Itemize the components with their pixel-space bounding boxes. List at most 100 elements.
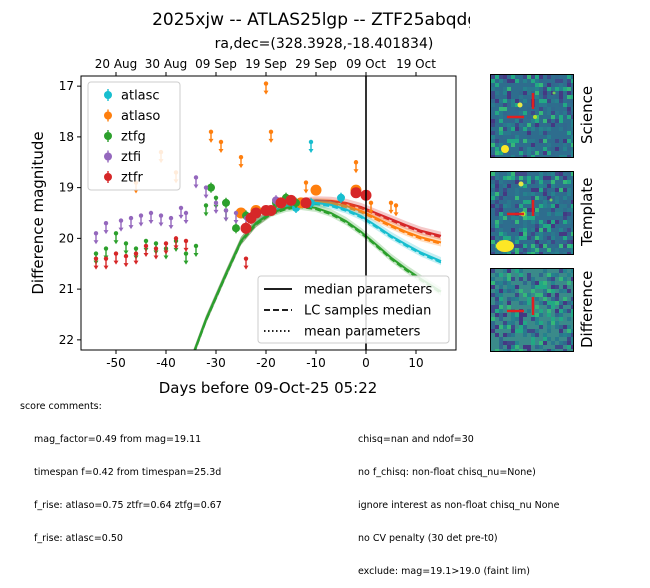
science-stamp-image (491, 75, 573, 157)
chart-subtitle: ra,dec=(328.3928,-18.401834) (215, 36, 434, 52)
band-legend: atlasc atlaso ztfg ztfi ztfr (87, 81, 181, 191)
upper-limit-atlaso (388, 200, 394, 214)
upper-limit-ztfi (203, 185, 209, 199)
legend-entry-atlasc: atlasc (104, 89, 160, 104)
upper-limit-atlaso (353, 160, 359, 174)
light-curve-chart: 2025xjw -- ATLAS25lgp -- ZTF25abqdgrb ra… (29, 10, 470, 397)
y-tick-label: 22 (59, 333, 74, 347)
legend-label-ztfg: ztfg (121, 130, 146, 145)
upper-limit-ztfi (178, 205, 184, 219)
y-tick-label: 21 (59, 282, 74, 296)
x-tick-label: -30 (206, 356, 226, 370)
upper-limit-ztfr (183, 238, 189, 252)
x-axis-ticks: -50 -40 -30 -20 -10 0 10 (106, 350, 424, 370)
top-tick-label: 29 Sep (295, 57, 337, 71)
science-stamp (490, 74, 574, 158)
top-tick-label: 19 Sep (245, 57, 287, 71)
top-tick-label: 09 Sep (195, 57, 237, 71)
top-tick-label: 30 Aug (145, 57, 188, 71)
x-tick-label: -50 (106, 356, 126, 370)
upper-limit-ztfi (103, 220, 109, 235)
y-tick-label: 19 (59, 181, 74, 195)
model-curves (193, 196, 442, 350)
upper-limit-ztfr (153, 246, 159, 260)
top-tick-label: 09 Oct (346, 57, 386, 71)
data-point-ztfr (285, 194, 297, 206)
score-comment-line: ignore interest as non-float chisq_nu No… (358, 500, 560, 511)
data-point-ztfr (300, 197, 312, 209)
score-comment-line: timespan f=0.42 from timespan=25.3d (34, 467, 222, 478)
difference-stamp-label: Difference (578, 270, 596, 348)
upper-limit-ztfg (183, 251, 189, 265)
score-comment-line: chisq=nan and ndof=30 (358, 434, 474, 445)
legend-label-ztfi: ztfi (121, 150, 141, 165)
data-point-atlasc (337, 192, 345, 203)
template-stamp-label: Template (578, 177, 596, 247)
upper-limit-ztfg (203, 203, 209, 217)
legend-label-ztfr: ztfr (121, 171, 143, 186)
upper-limit-ztfr (103, 256, 109, 270)
legend-label-atlasc: atlasc (121, 89, 160, 104)
upper-limit-ztfi (213, 200, 219, 214)
upper-limit-ztfr (93, 256, 99, 270)
upper-limit-ztfr (143, 243, 149, 257)
upper-limit-ztfi (193, 175, 199, 189)
data-point-ztfg (222, 197, 230, 208)
score-comment-line: f_rise: atlaso=0.75 ztfr=0.64 ztfg=0.67 (34, 500, 222, 511)
score-comment-line: no f_chisq: non-float chisq_nu=None) (358, 467, 536, 478)
score-comments-header: score comments: (20, 401, 102, 412)
fit-legend-label: LC samples median (304, 304, 431, 319)
chart-title: 2025xjw -- ATLAS25lgp -- ZTF25abqdgrb (152, 10, 470, 30)
score-comment-line: exclude: mag=19.1>19.0 (faint lim) (358, 566, 530, 577)
score-comment-line: no CV penalty (30 det pre-t0) (358, 533, 498, 544)
upper-limit-ztfi (93, 231, 99, 245)
legend-entry-ztfg: ztfg (104, 130, 146, 145)
upper-limit-ztfi (138, 213, 144, 227)
y-tick-label: 20 (59, 231, 74, 245)
score-comments-left: mag_factor=0.49 from mag=19.11 timespan … (34, 412, 222, 555)
top-tick-label: 19 Oct (396, 57, 436, 71)
score-comment-line: mag_factor=0.49 from mag=19.11 (34, 434, 202, 445)
upper-limit-ztfr (113, 251, 119, 265)
upper-limit-ztfr (163, 241, 169, 255)
data-point-ztfr (275, 197, 287, 209)
data-points (93, 81, 399, 270)
fit-legend-entry: LC samples median (264, 304, 431, 319)
upper-limit-ztfi (168, 215, 174, 230)
data-point-ztfg (207, 182, 215, 193)
x-tick-label: -10 (306, 356, 326, 370)
upper-limit-ztfr (243, 256, 249, 270)
x-tick-label: 10 (408, 356, 423, 370)
upper-limit-atlasc (308, 139, 314, 153)
data-point-ztfr (240, 222, 252, 235)
upper-limit-ztfi (233, 210, 239, 224)
upper-limit-ztfi (148, 210, 154, 224)
fit-legend-entry: median parameters (264, 283, 432, 298)
upper-limit-ztfi (183, 210, 189, 224)
score-comments-right: chisq=nan and ndof=30 no f_chisq: non-fl… (358, 412, 559, 588)
upper-limit-ztfg (113, 231, 119, 245)
science-stamp-label: Science (578, 85, 596, 145)
y-tick-label: 17 (59, 79, 74, 93)
y-axis-ticks: 17 18 19 20 21 22 (59, 79, 81, 347)
upper-limit-ztfr (123, 253, 129, 268)
upper-limit-atlaso (208, 129, 214, 143)
upper-limit-ztfg (123, 241, 129, 255)
top-tick-label: 20 Aug (95, 57, 138, 71)
band-legend-frame (87, 81, 181, 191)
x-axis-label: Days before 09-Oct-25 05:22 (159, 379, 378, 397)
upper-limit-ztfr (173, 236, 179, 250)
score-comment-line: f_rise: atlasc=0.50 (34, 533, 123, 544)
template-stamp (490, 171, 574, 255)
x-tick-label: 0 (362, 356, 370, 370)
x-tick-label: -20 (256, 356, 276, 370)
difference-stamp (490, 268, 574, 352)
fit-legend: median parameters LC samples median mean p… (257, 275, 450, 344)
upper-limit-ztfi (158, 213, 164, 227)
upper-limit-atlaso (303, 180, 309, 194)
legend-label-atlaso: atlaso (121, 109, 160, 124)
fit-legend-frame (257, 275, 450, 344)
upper-limit-ztfr (133, 251, 139, 265)
fit-legend-entry: mean parameters (264, 325, 421, 340)
fit-legend-label: median parameters (304, 283, 432, 298)
